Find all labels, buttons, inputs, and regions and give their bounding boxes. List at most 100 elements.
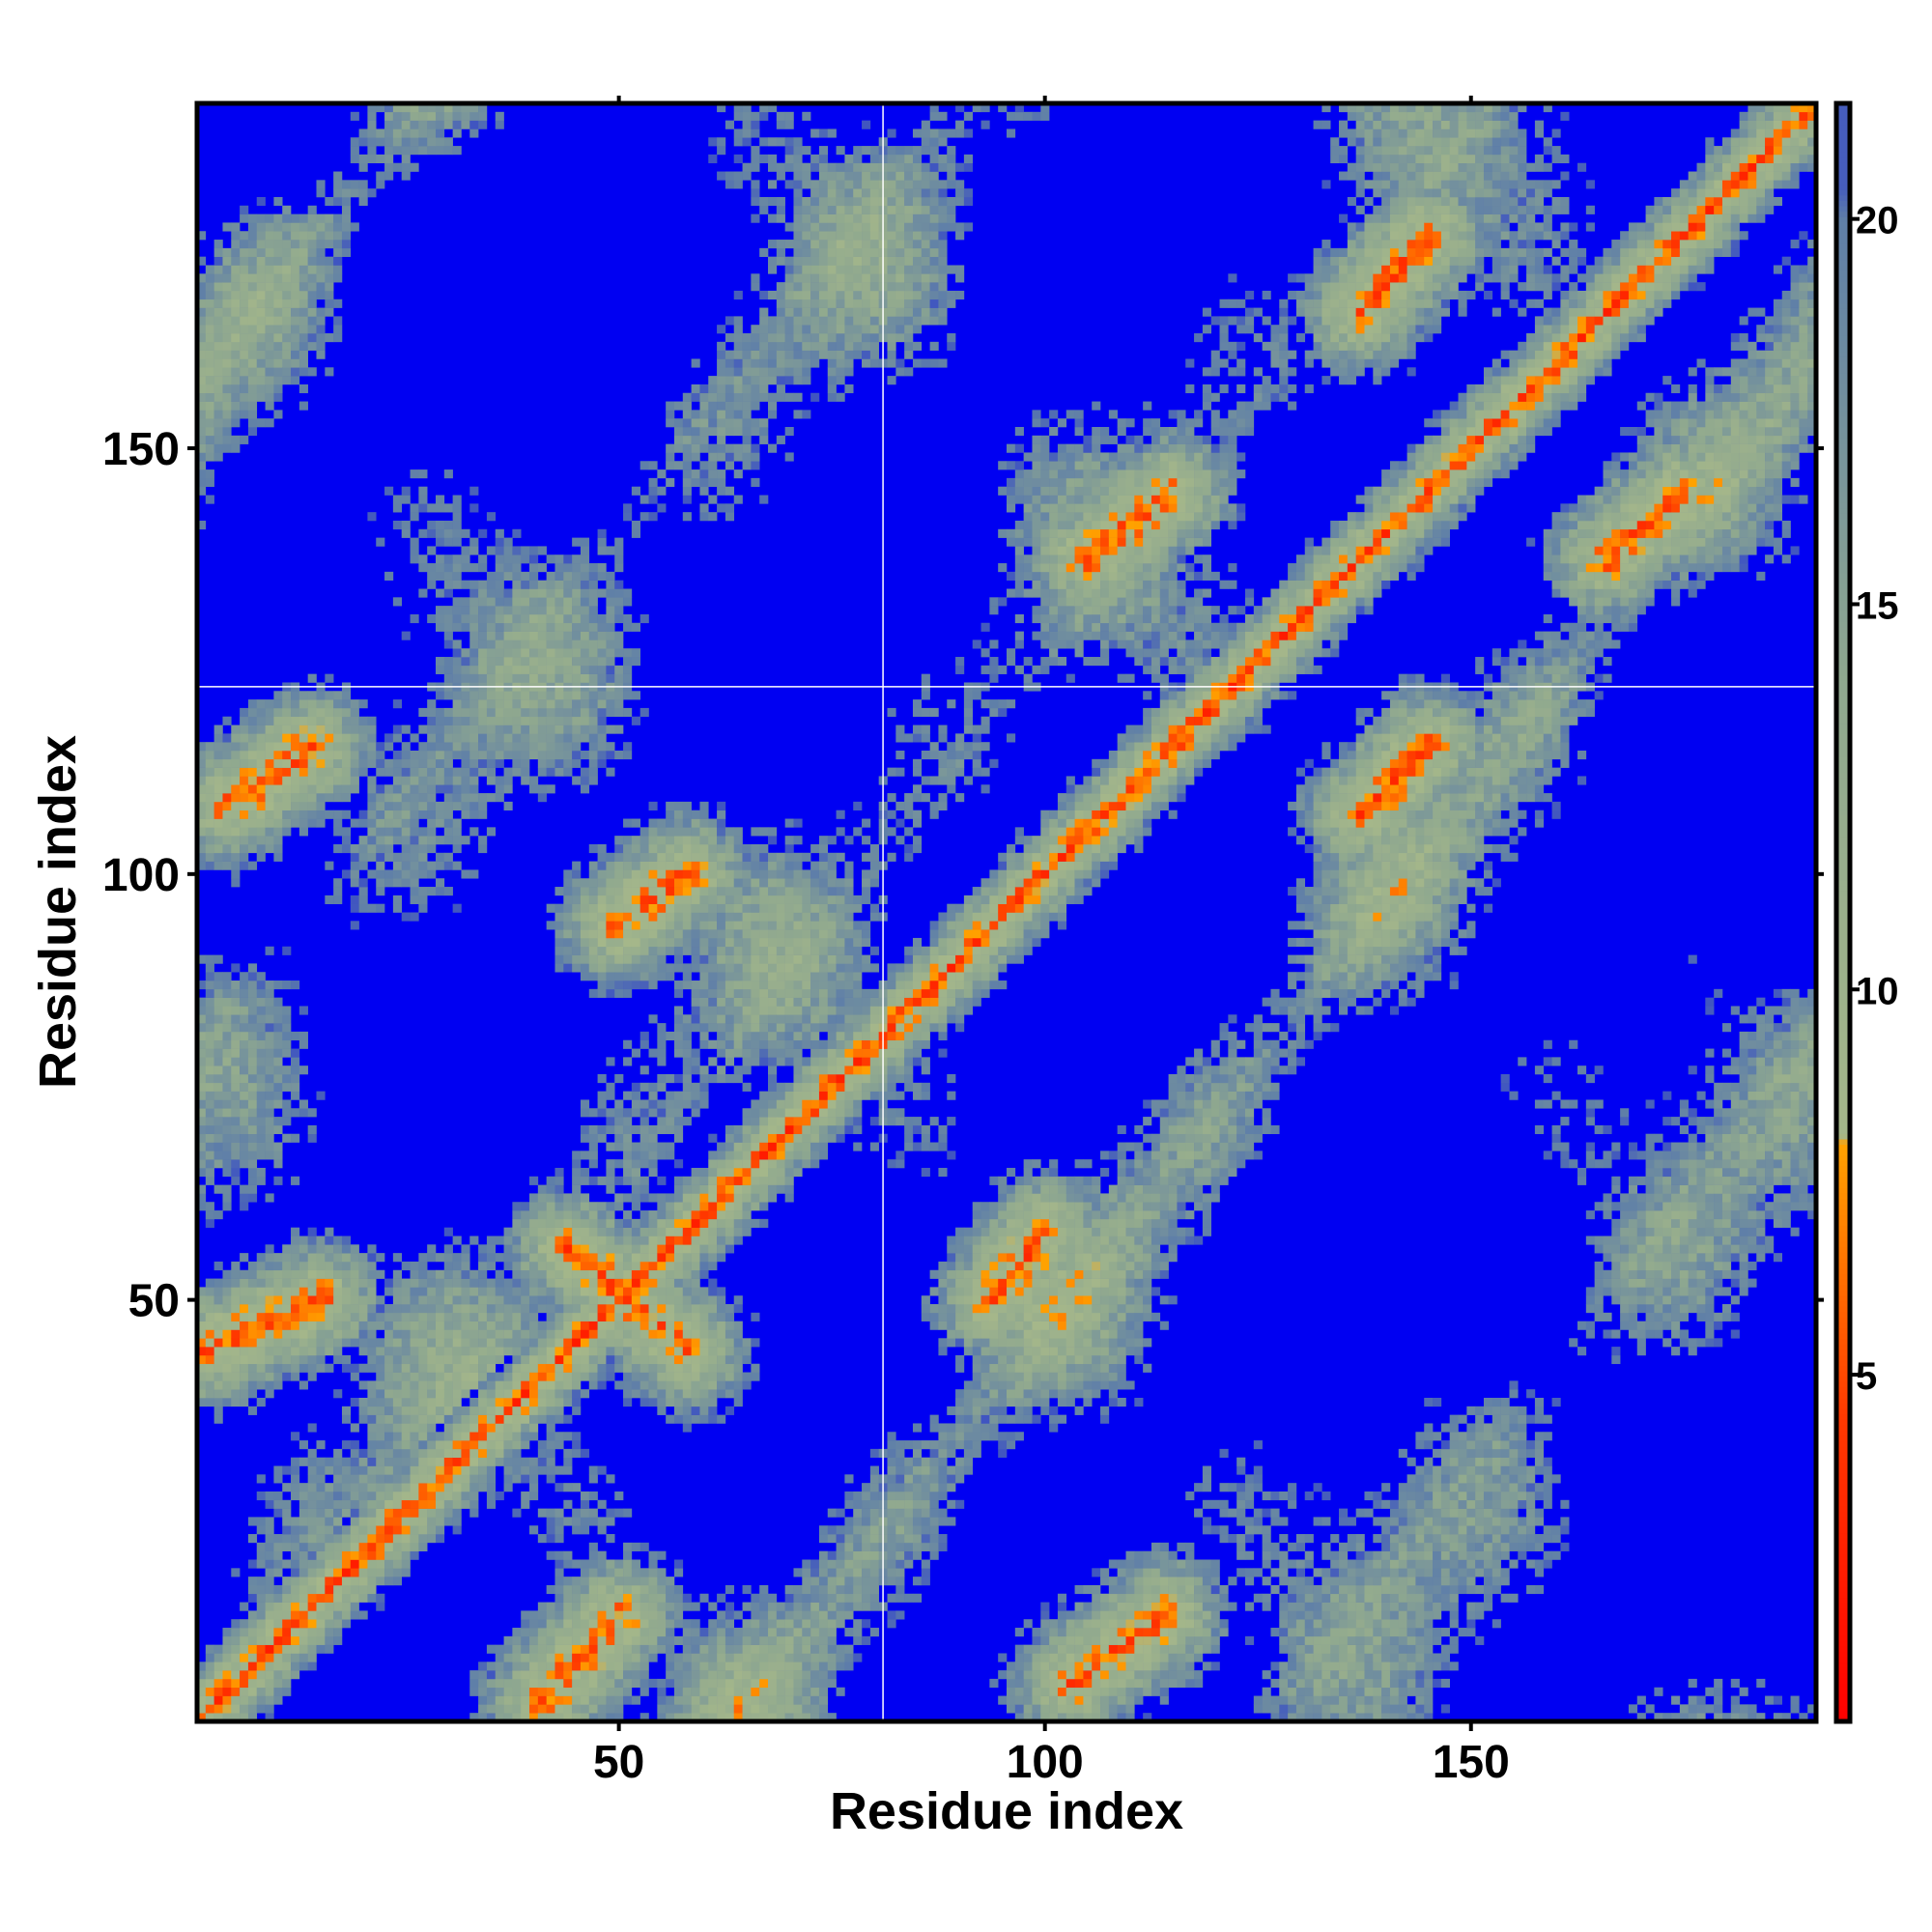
heatmap-cell xyxy=(657,1398,667,1407)
heatmap-cell xyxy=(631,937,640,948)
heatmap-cell xyxy=(469,1363,479,1373)
heatmap-cell xyxy=(546,1380,555,1390)
heatmap-cell xyxy=(563,751,573,760)
heatmap-cell xyxy=(240,801,249,811)
heatmap-cell xyxy=(708,1218,718,1228)
heatmap-cell xyxy=(222,733,232,743)
heatmap-cell xyxy=(401,1474,411,1484)
heatmap-cell xyxy=(273,1491,283,1501)
heatmap-cell xyxy=(495,1372,504,1381)
heatmap-cell xyxy=(213,1031,223,1041)
heatmap-cell xyxy=(341,810,352,819)
heatmap-cell xyxy=(495,1329,504,1339)
heatmap-cell xyxy=(435,1448,445,1459)
heatmap-cell xyxy=(546,1610,555,1620)
heatmap-cell xyxy=(265,1321,274,1330)
heatmap-cell xyxy=(580,1278,590,1288)
heatmap-cell xyxy=(512,1457,522,1466)
heatmap-cell xyxy=(341,869,352,879)
heatmap-cell xyxy=(682,1117,692,1126)
heatmap-cell xyxy=(316,1457,326,1466)
heatmap-cell xyxy=(699,1269,709,1279)
heatmap-cell xyxy=(639,912,649,922)
heatmap-cell xyxy=(213,742,223,752)
heatmap-cell xyxy=(205,988,214,998)
heatmap-cell xyxy=(213,1184,223,1194)
heatmap-cell xyxy=(384,742,394,752)
heatmap-cell xyxy=(247,1704,258,1714)
heatmap-cell xyxy=(231,742,241,752)
heatmap-cell xyxy=(350,1568,359,1577)
heatmap-cell xyxy=(427,793,437,803)
heatmap-cell xyxy=(247,810,258,819)
heatmap-cell xyxy=(291,247,300,257)
heatmap-cell xyxy=(435,613,445,624)
heatmap-cell xyxy=(291,1568,300,1577)
heatmap-cell xyxy=(452,1457,462,1466)
heatmap-cell xyxy=(691,452,700,462)
heatmap-cell xyxy=(478,716,488,725)
heatmap-cell xyxy=(222,997,232,1007)
heatmap-cell xyxy=(443,1372,453,1381)
heatmap-cell xyxy=(240,1619,249,1629)
heatmap-cell xyxy=(529,1193,539,1203)
heatmap-cell xyxy=(563,1398,573,1407)
heatmap-cell xyxy=(580,537,590,547)
heatmap-cell xyxy=(291,1133,300,1143)
heatmap-cell xyxy=(307,1253,317,1263)
heatmap-cell xyxy=(222,410,232,419)
heatmap-cell xyxy=(563,1244,573,1254)
heatmap-cell xyxy=(376,1295,385,1305)
heatmap-cell xyxy=(563,639,573,649)
heatmap-cell xyxy=(205,742,214,752)
heatmap-cell xyxy=(554,1295,564,1305)
heatmap-cell xyxy=(265,1635,274,1645)
heatmap-cell xyxy=(682,878,692,888)
heatmap-cell xyxy=(666,1593,675,1603)
heatmap-cell xyxy=(435,1508,445,1518)
heatmap-cell xyxy=(333,1347,343,1356)
heatmap-cell xyxy=(265,1670,274,1680)
heatmap-cell xyxy=(597,852,607,862)
heatmap-cell xyxy=(410,469,419,479)
heatmap-cell xyxy=(503,1244,513,1254)
heatmap-cell xyxy=(401,1321,411,1330)
heatmap-cell xyxy=(639,1031,649,1041)
heatmap-cell xyxy=(325,895,334,904)
heatmap-cell xyxy=(367,1380,377,1390)
heatmap-cell xyxy=(606,606,615,615)
heatmap-cell xyxy=(197,1133,207,1143)
heatmap-cell xyxy=(597,657,607,667)
heatmap-cell xyxy=(537,1398,547,1407)
heatmap-cell xyxy=(478,707,488,718)
heatmap-cell xyxy=(384,1508,394,1518)
heatmap-cell xyxy=(205,265,214,274)
heatmap-cell xyxy=(546,724,555,734)
heatmap-cell xyxy=(325,1491,334,1501)
heatmap-cell xyxy=(376,1559,385,1569)
heatmap-cell xyxy=(410,758,419,768)
heatmap-cell xyxy=(512,742,522,752)
heatmap-cell xyxy=(699,486,709,496)
heatmap-cell xyxy=(392,895,402,904)
heatmap-cell xyxy=(265,1048,274,1058)
heatmap-cell xyxy=(222,1670,232,1680)
heatmap-cell xyxy=(298,733,308,743)
heatmap-cell xyxy=(563,929,573,939)
heatmap-cell xyxy=(291,793,300,803)
heatmap-cell xyxy=(614,1610,624,1620)
heatmap-cell xyxy=(495,1287,504,1296)
heatmap-cell xyxy=(307,1287,317,1296)
heatmap-cell xyxy=(231,1023,241,1033)
heatmap-cell xyxy=(410,1542,419,1551)
heatmap-cell xyxy=(384,1457,394,1466)
heatmap-cell xyxy=(461,1448,470,1459)
heatmap-cell xyxy=(392,776,402,785)
heatmap-cell xyxy=(333,1584,343,1595)
heatmap-cell xyxy=(427,613,437,624)
heatmap-cell xyxy=(247,298,258,308)
heatmap-cell xyxy=(623,988,633,998)
heatmap-cell xyxy=(699,1218,709,1228)
heatmap-cell xyxy=(597,1610,607,1620)
heatmap-cell xyxy=(247,1329,258,1339)
